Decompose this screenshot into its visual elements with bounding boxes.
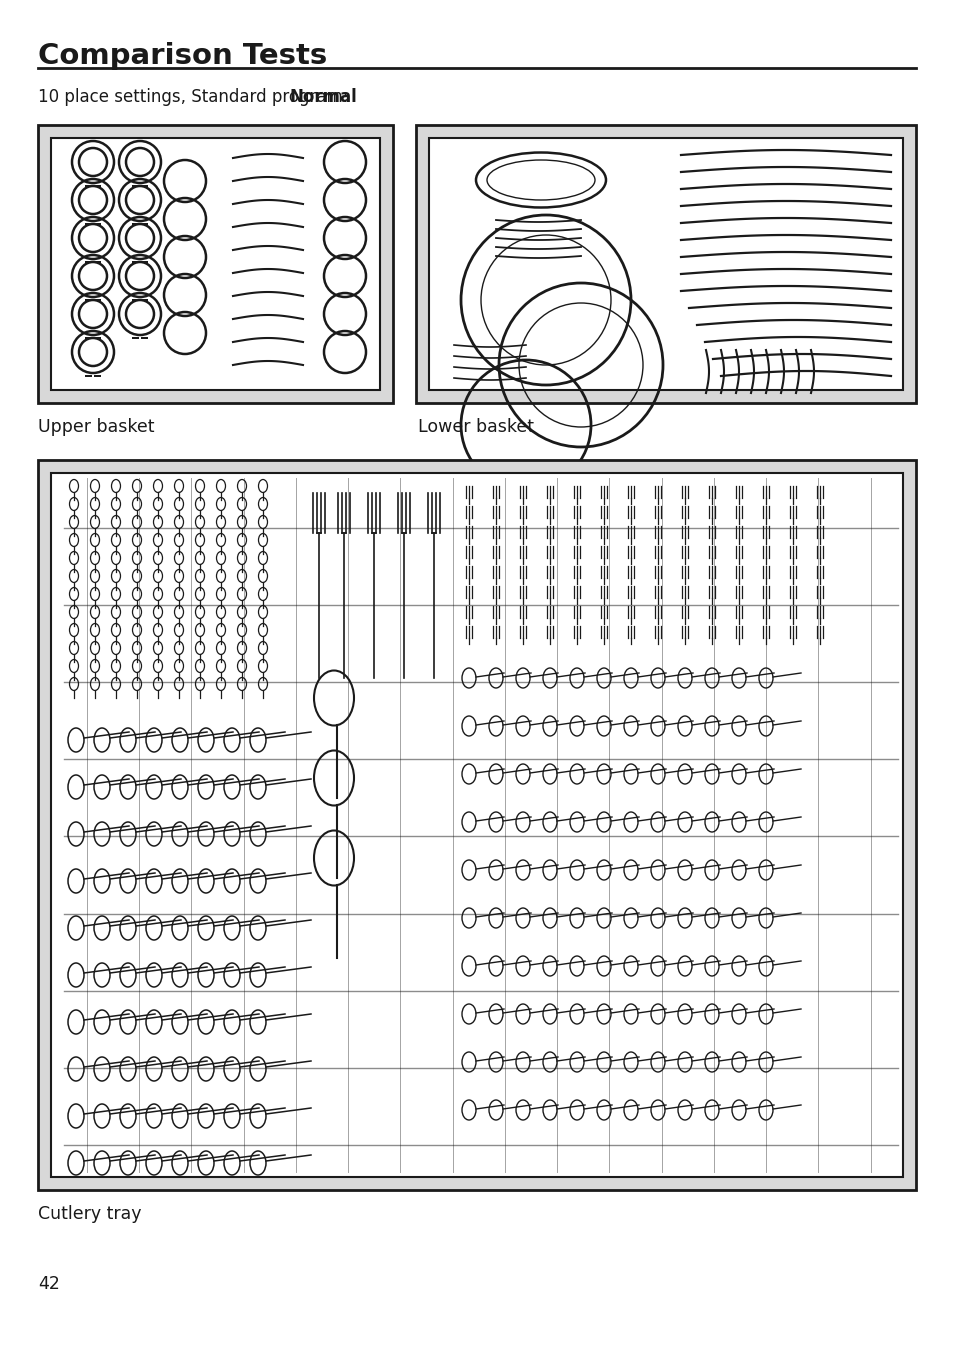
FancyBboxPatch shape (416, 124, 915, 403)
FancyBboxPatch shape (51, 473, 902, 1178)
Text: Upper basket: Upper basket (38, 418, 154, 435)
Text: Comparison Tests: Comparison Tests (38, 42, 327, 70)
Text: 10 place settings, Standard program:: 10 place settings, Standard program: (38, 88, 354, 105)
FancyBboxPatch shape (429, 138, 902, 389)
Text: Cutlery tray: Cutlery tray (38, 1205, 141, 1224)
FancyBboxPatch shape (38, 460, 915, 1190)
FancyBboxPatch shape (51, 138, 379, 389)
FancyBboxPatch shape (38, 124, 393, 403)
Text: Lower basket: Lower basket (417, 418, 534, 435)
Text: 42: 42 (38, 1275, 60, 1293)
Text: Normal: Normal (290, 88, 357, 105)
